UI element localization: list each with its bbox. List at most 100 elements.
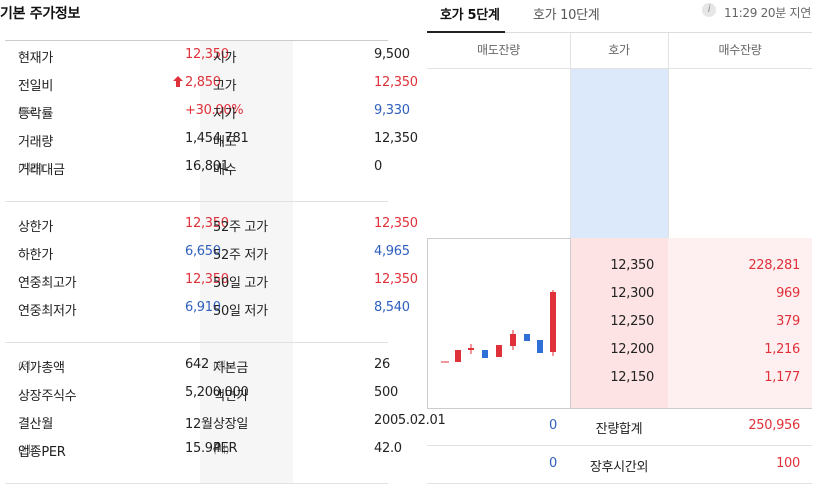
label-text: 연중최저가 bbox=[18, 304, 77, 319]
row-label: PER (배) bbox=[213, 441, 237, 457]
value-text: +30.00% bbox=[185, 103, 244, 118]
label-text: 하한가 bbox=[18, 248, 53, 263]
candle bbox=[468, 348, 474, 350]
value-text: 2,850 bbox=[185, 75, 221, 90]
label-text: 고가 bbox=[213, 79, 237, 94]
value-text: 500 bbox=[374, 385, 398, 400]
value-text: 12,350 bbox=[374, 272, 418, 287]
value-text: 12,350 bbox=[185, 272, 229, 287]
label-text: PER bbox=[213, 441, 238, 456]
label-text: 시가총액 bbox=[18, 361, 65, 376]
info-icon[interactable]: i bbox=[702, 3, 716, 17]
divider bbox=[427, 68, 812, 69]
value-text: 12월 bbox=[185, 417, 213, 432]
mini-candle-chart bbox=[441, 290, 556, 363]
label-text: 52주 저가 bbox=[213, 248, 268, 263]
label-text: 상한가 bbox=[18, 220, 53, 235]
value-text: 12,350 bbox=[185, 47, 229, 62]
label-unit: (백만) bbox=[18, 163, 44, 174]
value-text: 6,650 bbox=[185, 244, 221, 259]
divider bbox=[5, 483, 388, 484]
label-text: 매도 bbox=[213, 135, 237, 150]
summary-sell: 0 bbox=[549, 456, 557, 471]
label-unit: (%) bbox=[18, 106, 35, 117]
value-text: 9,500 bbox=[374, 47, 410, 62]
summary-buy: 250,956 bbox=[748, 418, 800, 433]
divider bbox=[427, 408, 812, 409]
label-unit: (억) bbox=[18, 361, 35, 372]
summary-label: 잔량합계 bbox=[595, 422, 643, 437]
bid-qty-bg bbox=[668, 238, 812, 408]
label-text: 50일 저가 bbox=[213, 304, 268, 319]
divider bbox=[5, 40, 388, 41]
value-text: 0 bbox=[374, 159, 382, 174]
value-text: 6,910 bbox=[185, 300, 221, 315]
tab-underline bbox=[427, 31, 505, 33]
tab[interactable]: 호가 10단계 bbox=[533, 8, 600, 23]
label-text: 전일비 bbox=[18, 79, 53, 94]
bid-qty: 969 bbox=[776, 286, 800, 301]
value-text: 2005.02.01 bbox=[374, 413, 446, 428]
value-text: 8,540 bbox=[374, 300, 410, 315]
label-text: 매수 bbox=[213, 163, 237, 178]
label-text: 50일 고가 bbox=[213, 276, 268, 291]
label-text: 현재가 bbox=[18, 51, 53, 66]
row-label: 자본금 (억) bbox=[213, 357, 248, 376]
label-text: 액면가 bbox=[213, 389, 248, 404]
divider bbox=[570, 33, 571, 408]
bid-price: 12,300 bbox=[610, 286, 654, 301]
value-text: 42.0 bbox=[374, 441, 402, 456]
label-text: 업종PER bbox=[18, 445, 66, 460]
candle bbox=[510, 334, 516, 346]
label-unit: (배) bbox=[213, 445, 230, 456]
label-text: 시가 bbox=[213, 51, 237, 66]
bid-price: 12,250 bbox=[610, 314, 654, 329]
column-header: 호가 bbox=[608, 43, 630, 57]
up-arrow bbox=[173, 76, 183, 87]
panel-title: 기본 주가정보 bbox=[0, 6, 81, 22]
label-text: 거래대금 bbox=[18, 163, 65, 178]
label-text: 52주 고가 bbox=[213, 220, 268, 235]
value-text: 12,350 bbox=[374, 75, 418, 90]
bid-price: 12,150 bbox=[610, 370, 654, 385]
label-unit: (배) bbox=[18, 445, 35, 456]
delay-info: 11:29 20분 지연 bbox=[724, 6, 812, 20]
value-text: 15.94 bbox=[185, 441, 221, 456]
value-text: 12,350 bbox=[185, 216, 229, 231]
column-header: 매수잔량 bbox=[718, 43, 762, 57]
bid-qty: 1,216 bbox=[764, 342, 800, 357]
row-label: 거래대금 (백만) bbox=[18, 159, 65, 178]
label-column-bg bbox=[200, 41, 293, 483]
bid-qty: 228,281 bbox=[748, 258, 800, 273]
bid-price: 12,350 bbox=[610, 258, 654, 273]
bid-price-bg bbox=[570, 238, 668, 408]
value-text: 4,965 bbox=[374, 244, 410, 259]
candle bbox=[482, 350, 488, 358]
divider bbox=[668, 33, 669, 238]
value-text: 12,350 bbox=[374, 131, 418, 146]
row-label: 업종PER (배) bbox=[18, 441, 66, 460]
value-text: 12,350 bbox=[374, 216, 418, 231]
value-text: 16,801 bbox=[185, 159, 229, 174]
candle bbox=[550, 292, 556, 352]
divider bbox=[5, 342, 388, 343]
value-text: 642 bbox=[185, 357, 209, 372]
summary-sell: 0 bbox=[549, 418, 557, 433]
value-text: 26 bbox=[374, 357, 390, 372]
candle bbox=[524, 334, 530, 341]
candle bbox=[537, 340, 543, 353]
label-text: 연중최고가 bbox=[18, 276, 77, 291]
row-label: 시가총액 (억) bbox=[18, 357, 65, 376]
divider bbox=[427, 483, 812, 484]
candle bbox=[455, 350, 461, 362]
ask-price-bg bbox=[570, 68, 668, 238]
label-text: 상장일 bbox=[213, 417, 248, 432]
summary-buy: 100 bbox=[776, 456, 800, 471]
tab-active[interactable]: 호가 5단계 bbox=[440, 8, 500, 23]
bid-qty: 1,177 bbox=[764, 370, 800, 385]
label-text: 상장주식수 bbox=[18, 389, 77, 404]
divider bbox=[427, 32, 812, 33]
value-text: 9,330 bbox=[374, 103, 410, 118]
summary-label: 장후시간외 bbox=[589, 460, 649, 475]
